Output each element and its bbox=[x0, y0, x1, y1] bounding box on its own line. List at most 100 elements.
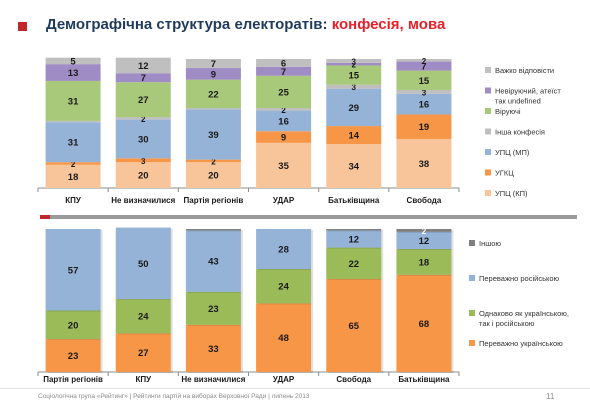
data-label: 2 bbox=[352, 61, 357, 70]
bar-segment bbox=[326, 279, 382, 372]
data-label: 27 bbox=[138, 348, 149, 359]
legend-swatch bbox=[485, 87, 491, 94]
category-label: Батьківщина bbox=[328, 196, 380, 205]
data-label: 34 bbox=[348, 162, 359, 173]
bar-segment bbox=[256, 108, 312, 111]
data-label: 7 bbox=[281, 67, 286, 78]
footer-rule bbox=[0, 388, 590, 389]
legend-label: Віруючі bbox=[495, 107, 521, 116]
legend-label-cont: так і російською bbox=[479, 319, 535, 328]
data-label: 12 bbox=[419, 236, 430, 247]
data-label: 38 bbox=[419, 159, 430, 170]
bar-segment bbox=[185, 162, 241, 188]
bar-segment bbox=[45, 310, 101, 340]
data-label: 27 bbox=[138, 95, 149, 106]
legend-swatch bbox=[485, 149, 491, 155]
category-label: Свобода bbox=[336, 375, 371, 384]
data-label: 24 bbox=[138, 312, 149, 323]
bar-segment bbox=[256, 131, 312, 143]
bar-segment bbox=[115, 119, 171, 159]
data-label: 20 bbox=[138, 171, 149, 182]
data-label: 3 bbox=[352, 57, 357, 66]
data-label: 2 bbox=[422, 57, 427, 66]
bar-segment bbox=[45, 122, 101, 163]
bar-segment bbox=[326, 65, 382, 85]
title-highlight: конфесія, мова bbox=[331, 16, 446, 33]
data-label: 39 bbox=[208, 130, 219, 141]
data-label: 15 bbox=[419, 76, 430, 87]
bar-segment bbox=[45, 80, 101, 121]
bar-segment bbox=[396, 59, 452, 62]
bar-segment bbox=[45, 64, 101, 81]
data-label: 2 bbox=[71, 160, 76, 169]
legend-swatch bbox=[485, 128, 491, 135]
data-label: 50 bbox=[138, 259, 149, 270]
data-label: 3 bbox=[141, 157, 146, 166]
legend-label: Іншою bbox=[479, 239, 501, 248]
data-label: 18 bbox=[68, 172, 79, 183]
data-label: 43 bbox=[208, 257, 219, 268]
data-label: 7 bbox=[211, 59, 216, 70]
category-label: УДАР bbox=[273, 375, 295, 384]
bar-segment bbox=[115, 162, 171, 188]
page-number: 11 bbox=[546, 392, 555, 401]
bar-segment bbox=[396, 114, 452, 139]
data-label: 25 bbox=[278, 87, 289, 98]
section-divider bbox=[40, 215, 577, 219]
bar-segment bbox=[396, 249, 452, 275]
bar-segment bbox=[256, 303, 312, 372]
data-label: 20 bbox=[68, 320, 79, 331]
data-label: 68 bbox=[419, 319, 430, 330]
bar-segment bbox=[185, 68, 241, 80]
data-label: 22 bbox=[208, 89, 219, 100]
legend-swatch bbox=[469, 310, 475, 316]
bar-segment bbox=[185, 59, 241, 69]
data-label: 16 bbox=[419, 100, 430, 111]
bar-segment bbox=[115, 117, 171, 120]
bar-segment bbox=[396, 274, 452, 372]
data-label: 12 bbox=[138, 61, 149, 72]
bar-segment bbox=[115, 333, 171, 372]
data-label: 6 bbox=[281, 58, 286, 69]
legend-swatch bbox=[485, 108, 491, 114]
bar-segment bbox=[115, 227, 171, 300]
data-label: 9 bbox=[211, 69, 216, 80]
bar-segment bbox=[256, 229, 312, 270]
data-label: 16 bbox=[278, 116, 289, 127]
bar-segment bbox=[256, 142, 312, 188]
legend-label: Невіруючий, атеїст bbox=[495, 87, 561, 96]
bar-segment bbox=[185, 230, 241, 292]
data-label: 48 bbox=[278, 333, 289, 344]
legend-label: УГКЦ bbox=[495, 169, 514, 178]
bar-segment bbox=[326, 84, 382, 89]
data-label: 2 bbox=[422, 227, 427, 236]
legend-label: Важко відповісти bbox=[495, 66, 554, 75]
legend-label: Переважно російською bbox=[479, 274, 560, 283]
data-label: 14 bbox=[348, 131, 359, 142]
data-label: 19 bbox=[419, 122, 430, 133]
legend-label: Однаково як українською, bbox=[479, 309, 569, 318]
data-label: 7 bbox=[421, 62, 426, 73]
bar-segment bbox=[185, 291, 241, 325]
bar-segment bbox=[396, 89, 452, 94]
bar-segment bbox=[396, 138, 452, 188]
category-label: Не визначилися bbox=[111, 196, 175, 205]
bar-segment bbox=[326, 59, 382, 63]
bar-segment bbox=[45, 229, 101, 311]
legend-swatch bbox=[469, 275, 475, 281]
category-label: Партія регіонів bbox=[43, 375, 103, 384]
category-label: КПУ bbox=[135, 375, 152, 384]
data-label: 24 bbox=[278, 282, 289, 293]
bar-segment bbox=[45, 120, 101, 123]
bar-segment bbox=[256, 75, 312, 109]
legend-label: УПЦ (КП) bbox=[495, 189, 528, 198]
legend-label: УПЦ (МП) bbox=[495, 148, 530, 157]
data-label: 2 bbox=[141, 115, 146, 124]
bar-segment bbox=[396, 61, 452, 71]
bar-segment bbox=[45, 164, 101, 188]
bar-segment bbox=[396, 93, 452, 115]
data-label: 57 bbox=[68, 265, 79, 276]
bar-shadow bbox=[187, 230, 243, 232]
bar-shadow bbox=[328, 230, 384, 232]
